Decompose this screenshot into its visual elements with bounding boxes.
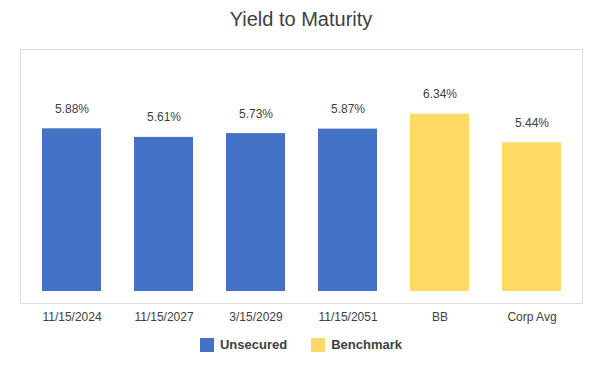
html-text:Unsecured: Unsecured [220, 337, 288, 352]
svg-text:5.61%: 5.61% [147, 110, 181, 124]
svg-text:11/15/2027: 11/15/2027 [134, 310, 193, 324]
svg-text:5.44%: 5.44% [515, 116, 549, 130]
html-text:Benchmark: Benchmark [331, 337, 402, 352]
svg-text:11/15/2024: 11/15/2024 [42, 310, 101, 324]
svg-text:BB: BB [432, 310, 448, 324]
svg-text:6.34%: 6.34% [423, 87, 457, 101]
svg-text:3/15/2029: 3/15/2029 [229, 310, 283, 324]
svg-text:5.73%: 5.73% [239, 107, 273, 121]
svg-text:5.88%: 5.88% [55, 102, 89, 116]
html-text:Yield to Maturity: Yield to Maturity [229, 8, 373, 30]
svg-text:5.87%: 5.87% [331, 102, 365, 116]
svg-text:Corp Avg: Corp Avg [507, 310, 556, 324]
svg-text:11/15/2051: 11/15/2051 [318, 310, 377, 324]
